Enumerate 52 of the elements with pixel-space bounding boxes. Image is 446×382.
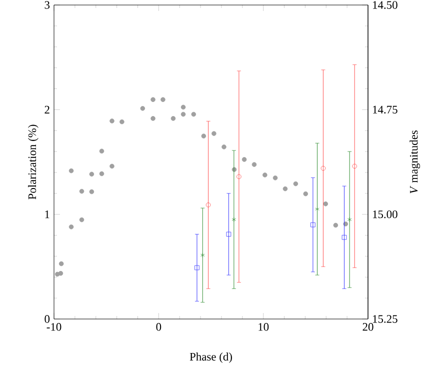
point	[89, 189, 94, 194]
point	[226, 232, 232, 237]
point	[150, 97, 156, 102]
y2-tick-label: 14.75	[373, 106, 398, 114]
point	[79, 188, 84, 194]
point	[194, 265, 200, 270]
y2-axis-title: V magnitudes	[410, 130, 420, 194]
point	[110, 118, 114, 124]
y2-tick-label: 14.50	[373, 1, 398, 9]
x-tick-label: -10	[46, 323, 62, 331]
point	[242, 157, 247, 162]
point	[99, 148, 104, 154]
y-tick-label: 1	[45, 210, 50, 218]
point	[170, 116, 176, 121]
point	[99, 171, 104, 176]
point	[282, 186, 288, 192]
point	[212, 131, 216, 136]
x-tick-label: 20	[362, 323, 374, 331]
point	[68, 224, 74, 230]
point	[180, 104, 186, 110]
y-tick-label: 3	[44, 1, 50, 9]
x-tick-label: 0	[156, 323, 162, 331]
y2-tick-label: 15.00	[373, 210, 398, 218]
point	[252, 162, 257, 167]
point	[58, 261, 64, 266]
point	[310, 222, 316, 228]
point	[342, 234, 347, 240]
x-tick-label: 10	[258, 323, 269, 331]
point	[79, 217, 84, 222]
point	[58, 270, 64, 276]
point	[120, 119, 124, 124]
y-axis-title: Polarization (%)	[28, 124, 38, 200]
y-tick-label: 0	[44, 315, 50, 323]
point	[222, 144, 226, 150]
point	[293, 181, 298, 186]
point	[201, 134, 206, 138]
point	[333, 222, 338, 228]
point	[303, 191, 308, 196]
point	[160, 97, 166, 102]
point	[110, 164, 114, 169]
point	[150, 116, 156, 121]
point	[191, 112, 196, 117]
point	[68, 168, 74, 174]
point	[262, 172, 268, 178]
y2-tick-label: 15.25	[373, 315, 398, 323]
point	[140, 106, 146, 111]
x-axis-title: Phase (d)	[190, 352, 232, 363]
point	[180, 112, 186, 117]
y-tick-label: 2	[44, 106, 50, 114]
point	[89, 172, 94, 177]
point	[323, 201, 328, 206]
point	[272, 176, 278, 180]
